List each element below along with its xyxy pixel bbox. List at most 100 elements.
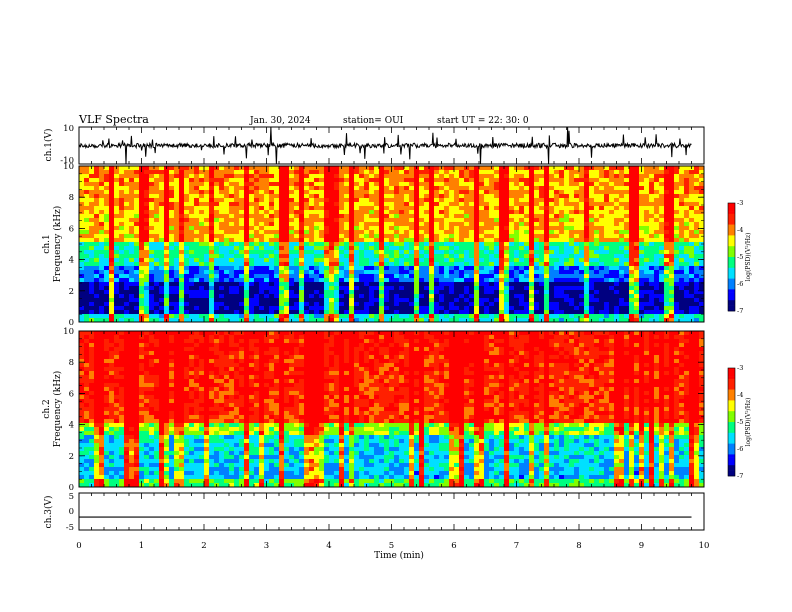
spectrogram-cell <box>524 174 530 179</box>
spectrogram-cell <box>154 310 160 315</box>
spectrogram-cell <box>394 290 400 295</box>
spectrogram-cell <box>424 166 430 171</box>
spectrogram-cell <box>494 210 500 215</box>
spectrogram-cell <box>444 218 450 223</box>
spectrogram-cell <box>374 314 380 319</box>
spectrogram-cell <box>324 186 330 191</box>
spectrogram-cell <box>254 318 260 323</box>
spectrogram-cell <box>389 174 395 179</box>
spectrogram-cell <box>334 290 340 295</box>
spectrogram-cell <box>659 206 665 211</box>
spectrogram-cell <box>649 290 655 295</box>
spectrogram-cell <box>384 234 390 239</box>
spectrogram-cell <box>279 190 285 195</box>
spectrogram-cell <box>284 282 290 287</box>
spectrogram-cell <box>684 186 690 191</box>
spectrogram-cell <box>94 186 100 191</box>
spectrogram-cell <box>109 306 115 311</box>
spectrogram-cell <box>584 194 590 199</box>
spectrogram-cell <box>209 246 215 251</box>
spectrogram-cell <box>194 234 200 239</box>
spectrogram-cell <box>184 166 190 171</box>
spectrogram-cell <box>404 290 410 295</box>
spectrogram-cell <box>244 222 250 227</box>
spectrogram-cell <box>244 278 250 283</box>
spectrogram-cell <box>459 250 465 255</box>
spectrogram-cell <box>154 302 160 307</box>
spectrogram-cell <box>189 250 195 255</box>
spectrogram-cell <box>524 306 530 311</box>
spectrogram-cell <box>149 218 155 223</box>
spectrogram-cell <box>619 214 625 219</box>
spectrogram-cell <box>129 302 135 307</box>
spectrogram-cell <box>184 290 190 295</box>
spectrogram-cell <box>299 306 305 311</box>
spectrogram-cell <box>394 222 400 227</box>
spectrogram-cell <box>104 202 110 207</box>
spectrogram-cell <box>654 230 660 235</box>
spectrogram-cell <box>614 218 620 223</box>
spectrogram-cell <box>659 258 665 263</box>
spectrogram-cell <box>179 254 185 259</box>
spectrogram-cell <box>219 242 225 247</box>
spectrogram-cell <box>84 314 90 319</box>
spectrogram-cell <box>609 278 615 283</box>
spectrogram-cell <box>634 318 640 323</box>
spectrogram-cell <box>114 274 120 279</box>
spectrogram-cell <box>224 206 230 211</box>
spectrogram-cell <box>669 202 675 207</box>
spectrogram-cell <box>689 202 695 207</box>
spectrogram-cell <box>409 282 415 287</box>
spectrogram-cell <box>304 226 310 231</box>
spectrogram-cell <box>104 170 110 175</box>
spectrogram-cell <box>409 198 415 203</box>
spectrogram-cell <box>224 194 230 199</box>
spectrogram-cell <box>174 222 180 227</box>
spectrogram-cell <box>524 202 530 207</box>
spectrogram-cell <box>164 206 170 211</box>
spectrogram-cell <box>314 202 320 207</box>
spectrogram-cell <box>404 218 410 223</box>
spectrogram-cell <box>639 214 645 219</box>
spectrogram-cell <box>159 242 165 247</box>
spectrogram-cell <box>489 206 495 211</box>
spectrogram-cell <box>644 302 650 307</box>
spectrogram-cell <box>564 274 570 279</box>
spectrogram-cell <box>154 198 160 203</box>
spectrogram-cell <box>419 270 425 275</box>
spectrogram-cell <box>584 230 590 235</box>
spectrogram-cell <box>294 202 300 207</box>
spectrogram-cell <box>169 318 175 323</box>
spectrogram-cell <box>194 230 200 235</box>
spectrogram-cell <box>349 202 355 207</box>
spectrogram-cell <box>449 214 455 219</box>
spectrogram-cell <box>519 170 525 175</box>
spectrogram-cell <box>389 230 395 235</box>
spectrogram-cell <box>514 278 520 283</box>
spectrogram-cell <box>694 182 700 187</box>
spectrogram-cell <box>299 182 305 187</box>
spectrogram-cell <box>259 174 265 179</box>
spectrogram-cell <box>149 234 155 239</box>
spectrogram-cell <box>409 266 415 271</box>
spectrogram-cell <box>564 254 570 259</box>
spectrogram-cell <box>574 274 580 279</box>
spectrogram-cell <box>624 174 630 179</box>
spectrogram-cell <box>624 310 630 315</box>
spectrogram-cell <box>304 186 310 191</box>
spectrogram-cell <box>364 226 370 231</box>
spectrogram-cell <box>364 198 370 203</box>
spectrogram-cell <box>184 262 190 267</box>
spectrogram-cell <box>604 178 610 183</box>
spectrogram-cell <box>349 262 355 267</box>
spectrogram-cell <box>394 310 400 315</box>
spectrogram-cell <box>494 302 500 307</box>
spectrogram-cell <box>669 178 675 183</box>
spectrogram-cell <box>529 258 535 263</box>
spectrogram-cell <box>94 290 100 295</box>
spectrogram-cell <box>169 210 175 215</box>
spectrogram-cell <box>344 286 350 291</box>
spectrogram-cell <box>299 218 305 223</box>
spectrogram-cell <box>189 170 195 175</box>
spectrogram-cell <box>174 206 180 211</box>
